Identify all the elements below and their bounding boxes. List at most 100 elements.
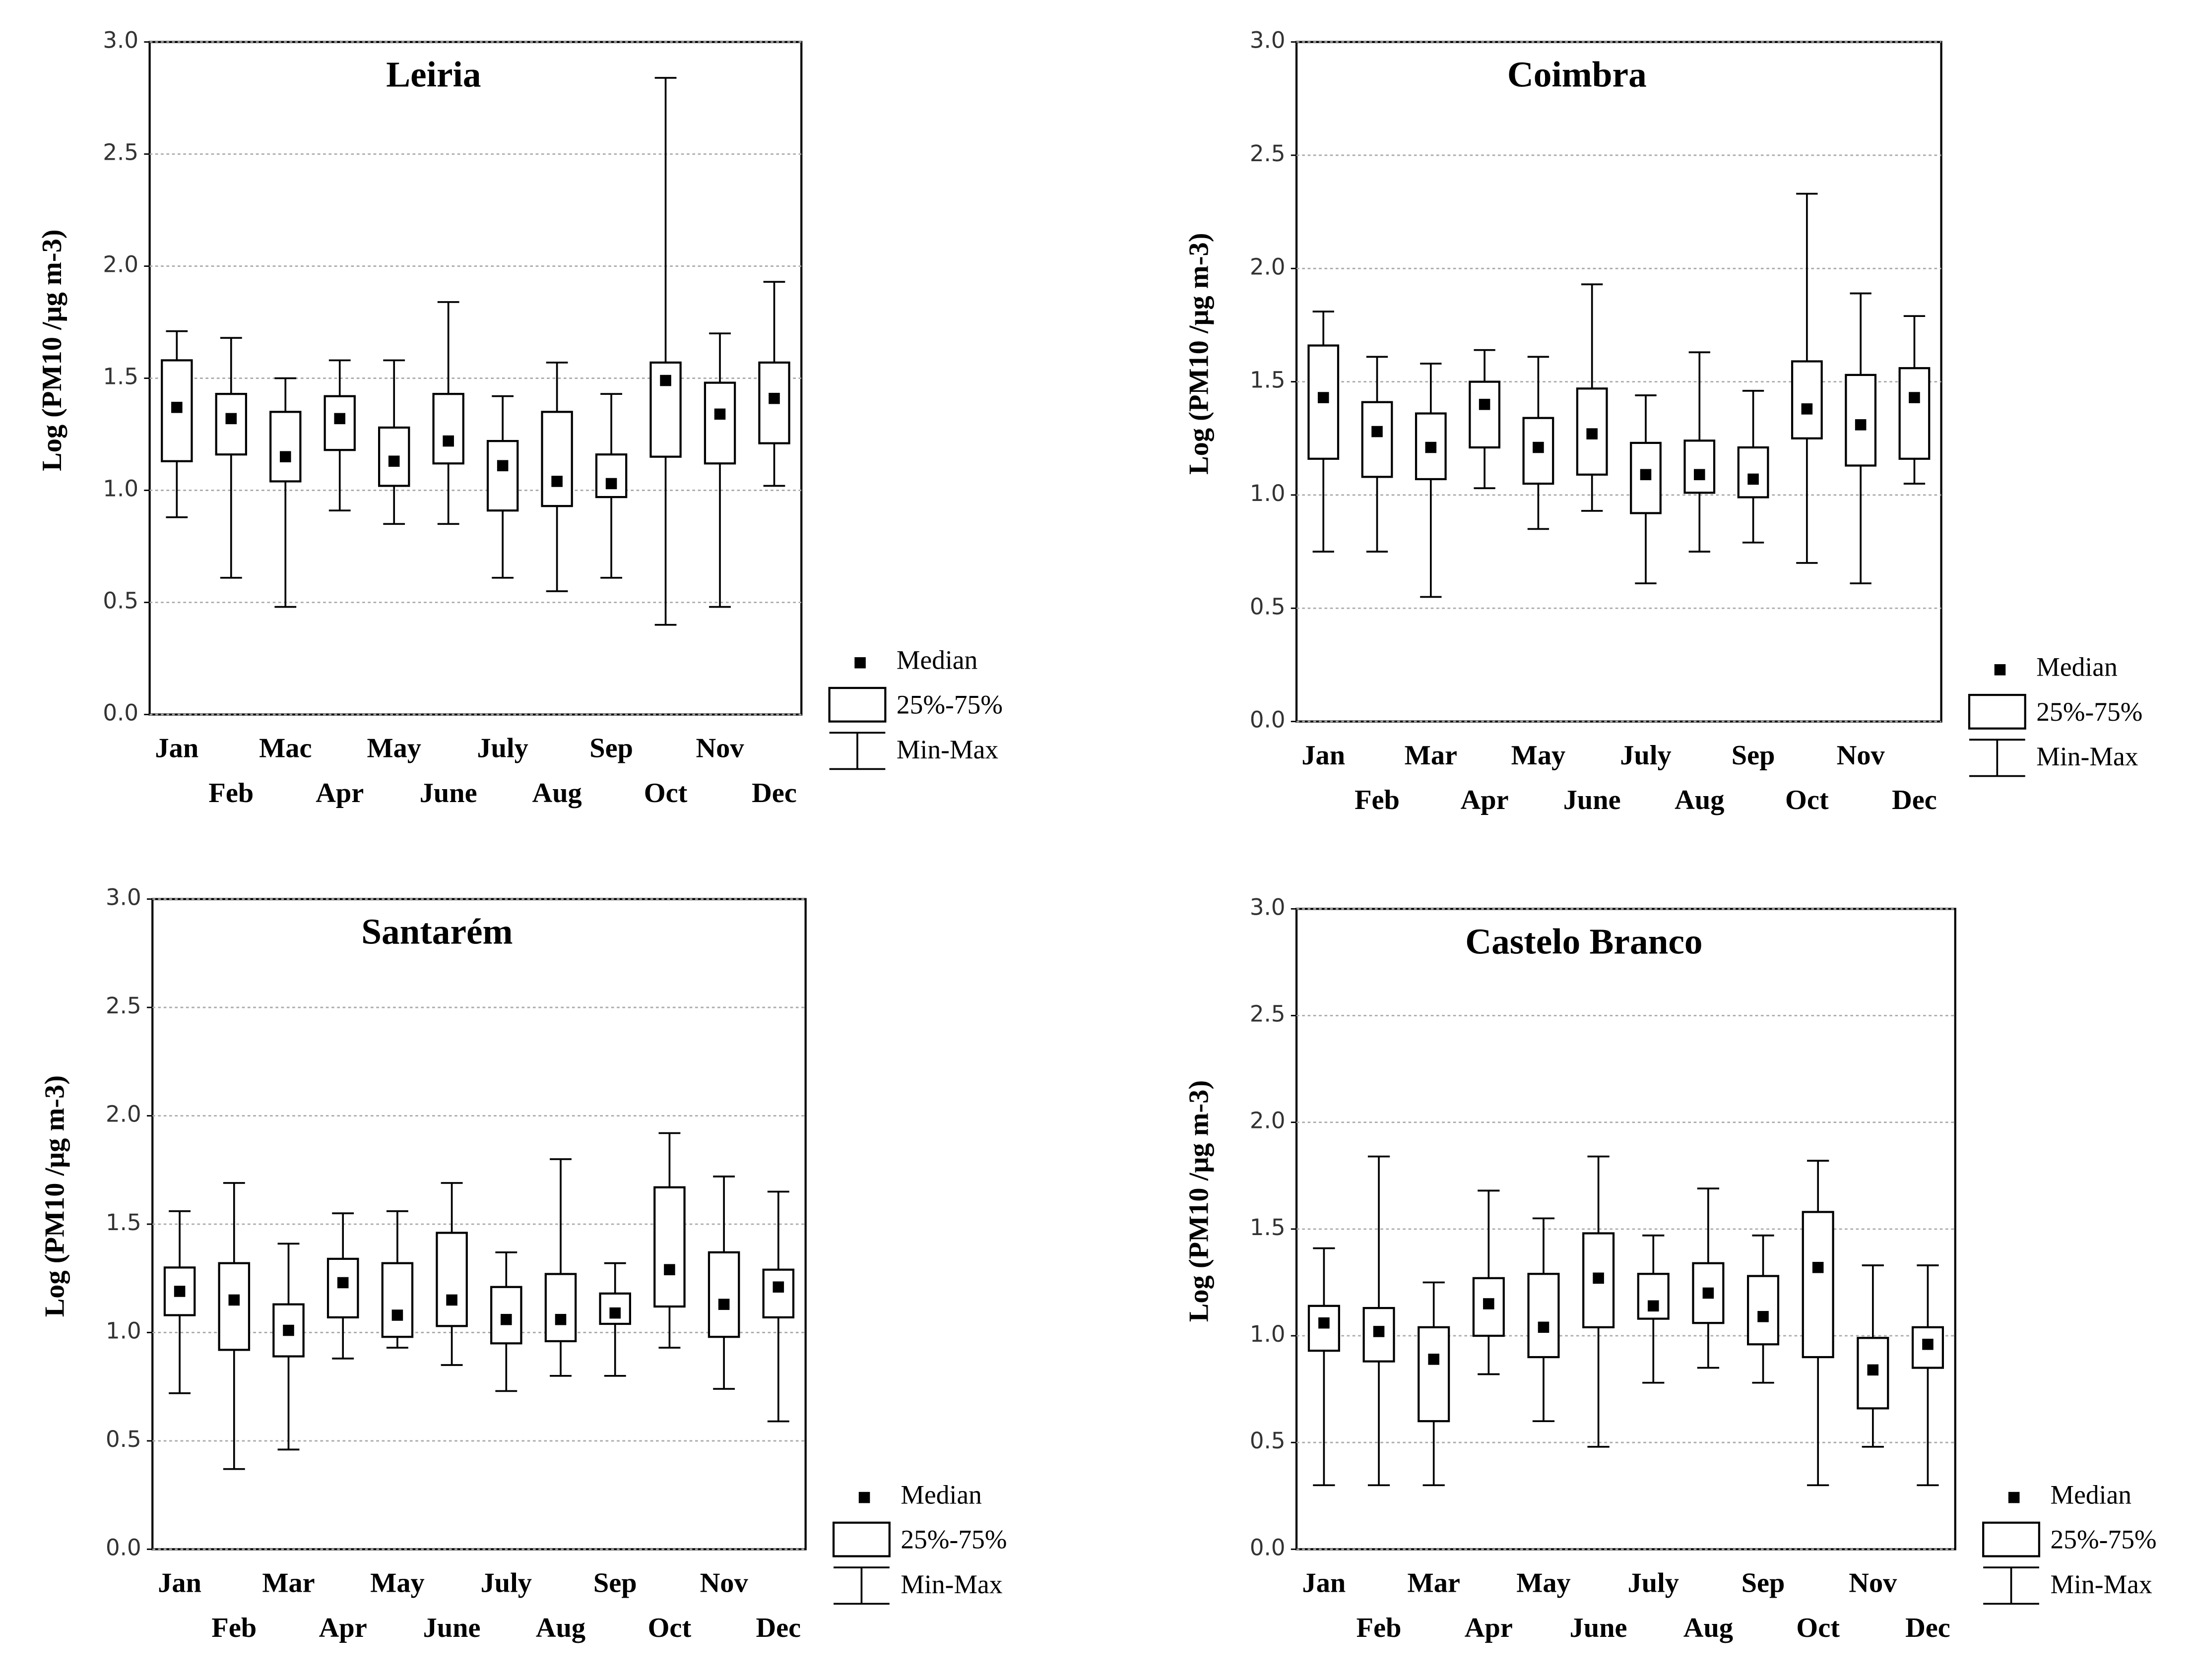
y-tick-label: 2.0 bbox=[106, 1101, 141, 1127]
y-tick-label: 1.5 bbox=[103, 364, 138, 390]
iqr-box bbox=[1361, 401, 1393, 478]
median-marker bbox=[1483, 1298, 1494, 1309]
iqr-box bbox=[1683, 439, 1716, 494]
legend-label: Min-Max bbox=[2050, 1569, 2152, 1599]
iqr-box bbox=[432, 393, 464, 465]
chart-title: Coimbra bbox=[1507, 55, 1647, 95]
iqr-box bbox=[381, 1262, 414, 1338]
legend-label: Median bbox=[2050, 1480, 2131, 1509]
chart-title: Castelo Branco bbox=[1465, 921, 1702, 961]
y-axis-label: Log (PM10 /μg m-3) bbox=[1183, 1080, 1214, 1322]
x-tick-label: Sep bbox=[593, 1568, 637, 1599]
x-tick-label: Jan bbox=[1302, 1568, 1346, 1599]
median-marker bbox=[1855, 419, 1867, 431]
median-marker bbox=[334, 413, 346, 425]
median-marker bbox=[551, 476, 563, 487]
iqr-box bbox=[1637, 1273, 1670, 1320]
x-tick-label: Dec bbox=[1905, 1613, 1950, 1643]
x-tick-label: Jan bbox=[155, 733, 198, 764]
legend-label: 25%-75% bbox=[901, 1525, 1007, 1555]
median-marker bbox=[388, 455, 400, 467]
median-marker bbox=[1373, 1326, 1385, 1337]
x-tick-label: Aug bbox=[1683, 1613, 1733, 1643]
y-tick-label: 2.5 bbox=[103, 139, 138, 166]
legend-label: Median bbox=[2036, 652, 2118, 682]
median-marker bbox=[1812, 1262, 1824, 1273]
legend-box-symbol bbox=[1982, 1521, 2041, 1557]
median-marker bbox=[660, 374, 671, 386]
y-tick-label: 1.5 bbox=[106, 1209, 141, 1236]
x-tick-label: Nov bbox=[1849, 1568, 1897, 1599]
y-tick-label: 2.0 bbox=[1250, 253, 1286, 280]
y-tick-label: 3.0 bbox=[1250, 27, 1286, 54]
y-tick-label: 2.5 bbox=[1250, 140, 1286, 167]
y-tick-label: 2.0 bbox=[1250, 1108, 1286, 1134]
x-tick-label: Jan bbox=[158, 1568, 201, 1599]
iqr-box bbox=[1522, 417, 1554, 485]
x-tick-label: June bbox=[1563, 785, 1621, 815]
median-marker bbox=[501, 1313, 512, 1325]
median-marker bbox=[1747, 473, 1759, 485]
legend-whisker-symbol bbox=[829, 732, 886, 770]
x-tick-label: Dec bbox=[1892, 785, 1937, 815]
x-tick-label: Mar bbox=[1408, 1568, 1460, 1599]
legend-box-symbol bbox=[832, 1521, 891, 1557]
x-tick-label: Feb bbox=[1356, 1613, 1402, 1643]
legend-label: 25%-75% bbox=[897, 690, 1003, 720]
x-tick-label: May bbox=[1511, 740, 1566, 771]
iqr-box bbox=[1418, 1326, 1450, 1423]
chart-title: Leiria bbox=[386, 55, 481, 95]
chart-title: Santarém bbox=[361, 912, 513, 952]
x-tick-label: Mar bbox=[1405, 740, 1457, 771]
x-tick-label: Feb bbox=[1354, 785, 1400, 815]
median-marker bbox=[1640, 469, 1652, 481]
x-tick-label: Sep bbox=[1742, 1568, 1785, 1599]
median-marker bbox=[225, 413, 237, 425]
y-tick-label: 0.0 bbox=[106, 1534, 141, 1560]
legend-box-symbol bbox=[1968, 693, 2026, 730]
x-tick-label: June bbox=[420, 778, 477, 809]
median-marker bbox=[1694, 469, 1705, 481]
median-marker bbox=[1647, 1300, 1659, 1312]
median-marker bbox=[714, 408, 726, 420]
median-marker bbox=[228, 1294, 240, 1306]
y-tick-label: 0.5 bbox=[1250, 1428, 1286, 1454]
median-marker bbox=[446, 1294, 457, 1306]
x-tick-label: July bbox=[1628, 1568, 1679, 1599]
legend-label: Median bbox=[901, 1480, 982, 1509]
y-tick-label: 0.5 bbox=[103, 588, 138, 614]
median-marker bbox=[1909, 392, 1920, 403]
legend-whisker-symbol bbox=[834, 1566, 890, 1605]
y-tick-label: 1.0 bbox=[103, 476, 138, 502]
iqr-box bbox=[544, 1273, 577, 1343]
x-tick-label: Feb bbox=[208, 778, 254, 809]
iqr-box bbox=[215, 393, 248, 456]
iqr-box bbox=[762, 1268, 795, 1318]
x-tick-label: Aug bbox=[1675, 785, 1724, 815]
median-marker bbox=[1757, 1311, 1769, 1322]
median-marker bbox=[1801, 403, 1813, 415]
x-tick-label: June bbox=[1570, 1613, 1627, 1643]
iqr-box bbox=[541, 411, 573, 507]
x-tick-label: Sep bbox=[1732, 740, 1775, 771]
median-marker bbox=[443, 435, 454, 447]
y-tick-label: 1.0 bbox=[1250, 1321, 1286, 1347]
iqr-box bbox=[653, 1186, 686, 1308]
y-axis-label: Log (PM10 /μg m-3) bbox=[37, 229, 67, 471]
median-marker bbox=[174, 1286, 186, 1297]
y-tick-label: 3.0 bbox=[106, 884, 141, 911]
median-marker bbox=[1867, 1364, 1879, 1376]
x-tick-label: Nov bbox=[700, 1568, 749, 1599]
y-tick-label: 0.0 bbox=[103, 700, 138, 726]
legend-median-symbol bbox=[858, 1492, 870, 1503]
x-tick-label: Jan bbox=[1301, 740, 1345, 771]
iqr-box bbox=[1469, 380, 1501, 449]
median-marker bbox=[773, 1281, 784, 1293]
median-marker bbox=[605, 478, 617, 490]
median-marker bbox=[391, 1309, 403, 1321]
iqr-box bbox=[595, 453, 628, 498]
x-tick-label: July bbox=[1620, 740, 1671, 771]
y-tick-label: 0.0 bbox=[1250, 707, 1286, 733]
